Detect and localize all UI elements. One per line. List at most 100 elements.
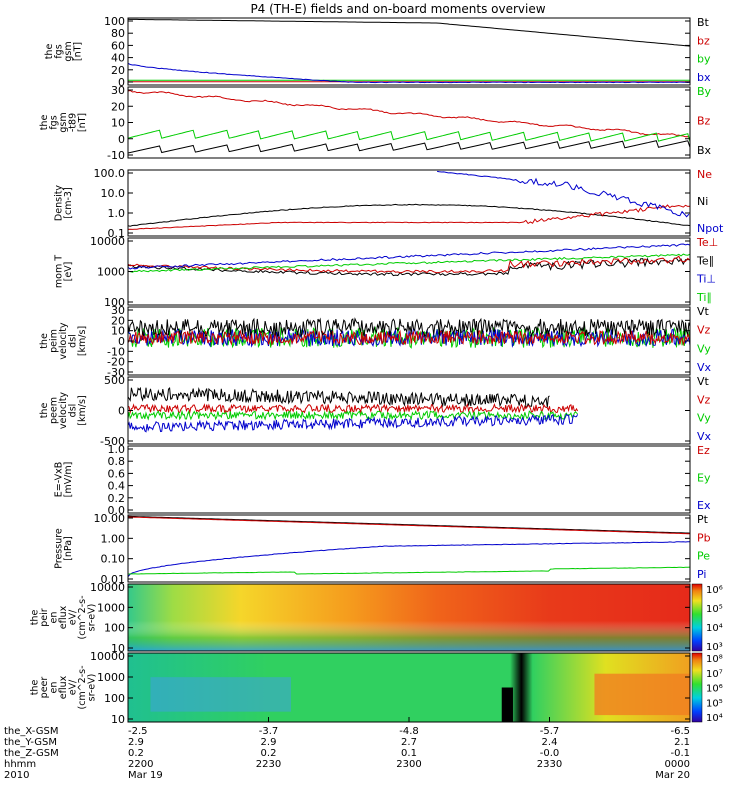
chart-title: P4 (TH-E) fields and on-board moments ov…: [250, 2, 545, 16]
ytick-label: 1.0: [108, 443, 126, 456]
colorbar-label: 10⁷: [706, 669, 723, 680]
ytick-label: 1000: [97, 671, 125, 684]
ylabel-line: eflux: [58, 605, 69, 629]
ylabel-line: en: [49, 612, 60, 624]
ytick-label: 20: [111, 64, 125, 77]
trace-npot: [437, 170, 690, 218]
legend-ne: Ne: [697, 168, 712, 181]
ytick-label: 10.0: [101, 187, 126, 200]
colorbar-label: 10³: [706, 642, 723, 653]
ytick-label: 0.01: [101, 573, 126, 586]
ylabel-line: -t89: [68, 113, 79, 132]
ytick-label: 10000: [90, 581, 125, 594]
panel-1-frame: [127, 17, 691, 86]
legend-ey: Ey: [697, 472, 711, 485]
trace-pe: [128, 566, 690, 575]
xtick-z: 0.2: [261, 748, 277, 759]
xaxis-row-label: 2010: [4, 770, 29, 781]
xtick-y: 2.9: [128, 737, 144, 748]
panel-9-plot: [128, 584, 690, 651]
legend-ex: Ex: [697, 499, 711, 512]
ytick-label: 30: [111, 304, 125, 317]
trace-bx-t89: [128, 140, 690, 154]
ytick-label: 0.0: [108, 504, 126, 517]
ytick-label: 100: [104, 296, 125, 309]
colorbar-label: 10⁸: [706, 654, 723, 665]
ytick-label: 100: [104, 692, 125, 705]
panel-5-plot: [128, 317, 690, 349]
ylabel-line: [nT]: [72, 42, 83, 61]
ytick-label: 10: [111, 713, 125, 726]
ylabel-line: peer: [39, 677, 50, 699]
ylabel-line: [km/s]: [77, 395, 88, 425]
ytick-label: 500: [104, 374, 125, 387]
ytick-label: 40: [111, 52, 125, 65]
ytick-label: 20: [111, 314, 125, 327]
ylabel-line: dsl: [68, 404, 79, 418]
ytick-label: 100: [104, 622, 125, 635]
ylabel-line: the: [30, 680, 41, 696]
ylabel-line: mom T: [53, 255, 64, 288]
ylabel-line: [cm-3]: [63, 187, 74, 218]
xtick-z: -0.1: [670, 748, 690, 759]
mode-bar-slow: [128, 160, 499, 166]
ytick-label: 10: [111, 642, 125, 655]
x-axis-labels: the_X-GSMthe_Y-GSMthe_Z-GSMhhmm2010-2.52…: [4, 717, 691, 781]
electron-spectrogram-low-region: [150, 677, 291, 712]
xtick-x: -4.8: [399, 726, 419, 737]
ytick-label: 1.0: [108, 207, 126, 220]
ylabel-line: peir: [39, 608, 50, 627]
colorbar-label: 10⁵: [706, 698, 723, 709]
ylabel-line: velocity: [58, 322, 69, 360]
ylabel-line: peim: [49, 329, 60, 353]
legend-vt: Vt: [697, 305, 710, 318]
legend-vz: Vz: [697, 324, 711, 337]
ytick-label: 0.2: [108, 492, 126, 505]
ylabel-line: [km/s]: [77, 326, 88, 356]
xaxis-row-label: the_Y-GSM: [4, 737, 57, 748]
ytick-label: 0: [118, 405, 125, 418]
trace-peim-vt: [128, 317, 690, 338]
colorbar-label: 10⁶: [706, 684, 723, 695]
ytick-label: 10: [111, 117, 125, 130]
ytick-label: 30: [111, 84, 125, 97]
xtick-d: Mar 19: [128, 770, 163, 781]
trace-bt: [128, 18, 690, 47]
trace-bx: [128, 62, 690, 84]
trace-ti-perp: [128, 243, 690, 270]
panel-2-plot: [128, 89, 690, 166]
xtick-y: 2.1: [674, 737, 690, 748]
legend-ti∥: Ti∥: [696, 291, 712, 304]
ylabel-line: fgs: [49, 115, 60, 129]
ytick-label: 0: [118, 335, 125, 348]
ytick-label: 0: [118, 133, 125, 146]
ytick-label: 0.4: [108, 480, 126, 493]
colorbar-label: 10⁴: [706, 713, 723, 724]
ylabel-line: the: [30, 610, 41, 626]
xtick-t: 2200: [128, 759, 153, 770]
xtick-x: -3.7: [259, 726, 279, 737]
xtick-x: -2.5: [128, 726, 148, 737]
ylabel-line: the: [44, 44, 55, 60]
xaxis-row-label: the_X-GSM: [4, 726, 58, 737]
legend-vt: Vt: [697, 375, 710, 388]
trace-pi: [128, 541, 690, 577]
xaxis-row-label: hhmm: [4, 759, 36, 770]
ylabel-line: the: [39, 333, 50, 349]
ylabel-line: gsm: [58, 112, 69, 132]
legend-ez: Ez: [697, 444, 710, 457]
xtick-d: Mar 20: [655, 770, 690, 781]
xtick-z: -0.0: [540, 748, 560, 759]
panel-3-frame: [127, 169, 691, 237]
ytick-label: 60: [111, 39, 125, 52]
legend-pi: Pi: [697, 568, 706, 581]
legend-by: by: [697, 53, 711, 66]
ytick-label: 0.10: [101, 553, 126, 566]
panel-8-frame: [127, 514, 691, 583]
xtick-y: 2.9: [261, 737, 277, 748]
ytick-label: -30: [107, 366, 125, 379]
legend-vy: Vy: [697, 342, 711, 355]
